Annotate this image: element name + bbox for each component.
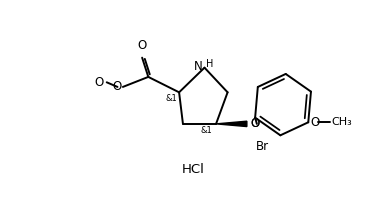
Text: O: O [251,117,260,130]
Text: H: H [206,59,214,69]
Text: Br: Br [256,141,269,153]
Text: HCl: HCl [181,163,204,176]
Text: &1: &1 [165,94,177,103]
Text: O: O [94,76,104,89]
Text: O: O [113,80,122,93]
Text: N: N [194,60,203,73]
Text: &1: &1 [200,126,212,135]
Polygon shape [216,121,247,127]
Text: O: O [138,39,147,52]
Text: CH₃: CH₃ [332,117,352,127]
Text: O: O [311,116,320,129]
Text: O: O [251,117,260,130]
